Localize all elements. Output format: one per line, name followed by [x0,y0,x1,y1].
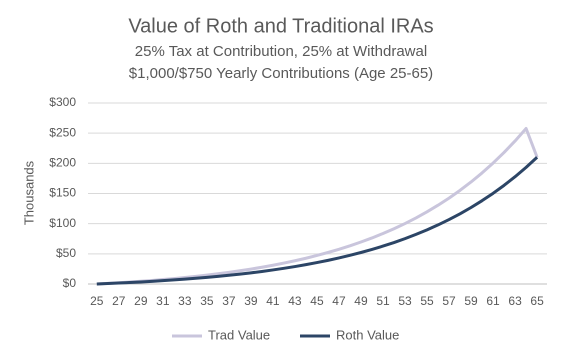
y-tick-label: $300 [49,95,76,109]
legend-label: Roth Value [336,327,399,342]
x-tick-label: 55 [420,294,434,308]
x-tick-label: 63 [508,294,522,308]
x-tick-label: 53 [398,294,412,308]
x-tick-label: 59 [464,294,478,308]
legend-label: Trad Value [208,327,270,342]
y-tick-label: $50 [56,246,76,260]
x-tick-label: 61 [486,294,500,308]
x-tick-label: 57 [442,294,456,308]
x-tick-label: 35 [200,294,214,308]
x-tick-label: 25 [90,294,104,308]
y-tick-label: $200 [49,156,76,170]
chart-subtitle: $1,000/$750 Yearly Contributions (Age 25… [129,65,433,82]
y-tick-label: $250 [49,125,76,139]
x-tick-label: 31 [156,294,170,308]
x-tick-label: 45 [310,294,324,308]
y-tick-label: $100 [49,216,76,230]
chart-title: Value of Roth and Traditional IRAs [128,15,433,37]
x-tick-label: 29 [134,294,148,308]
chart-subtitle: 25% Tax at Contribution, 25% at Withdraw… [135,43,427,60]
x-tick-label: 65 [530,294,544,308]
y-tick-label: $150 [49,186,76,200]
x-tick-label: 33 [178,294,192,308]
x-tick-label: 41 [266,294,280,308]
x-tick-label: 47 [332,294,346,308]
line-series [96,156,539,286]
y-tick-label: $0 [63,276,77,290]
x-tick-label: 27 [112,294,126,308]
x-tick-label: 39 [244,294,258,308]
x-tick-label: 37 [222,294,236,308]
y-axis-label: Thousands [21,160,36,225]
x-tick-label: 49 [354,294,368,308]
x-tick-label: 43 [288,294,302,308]
x-tick-label: 51 [376,294,390,308]
